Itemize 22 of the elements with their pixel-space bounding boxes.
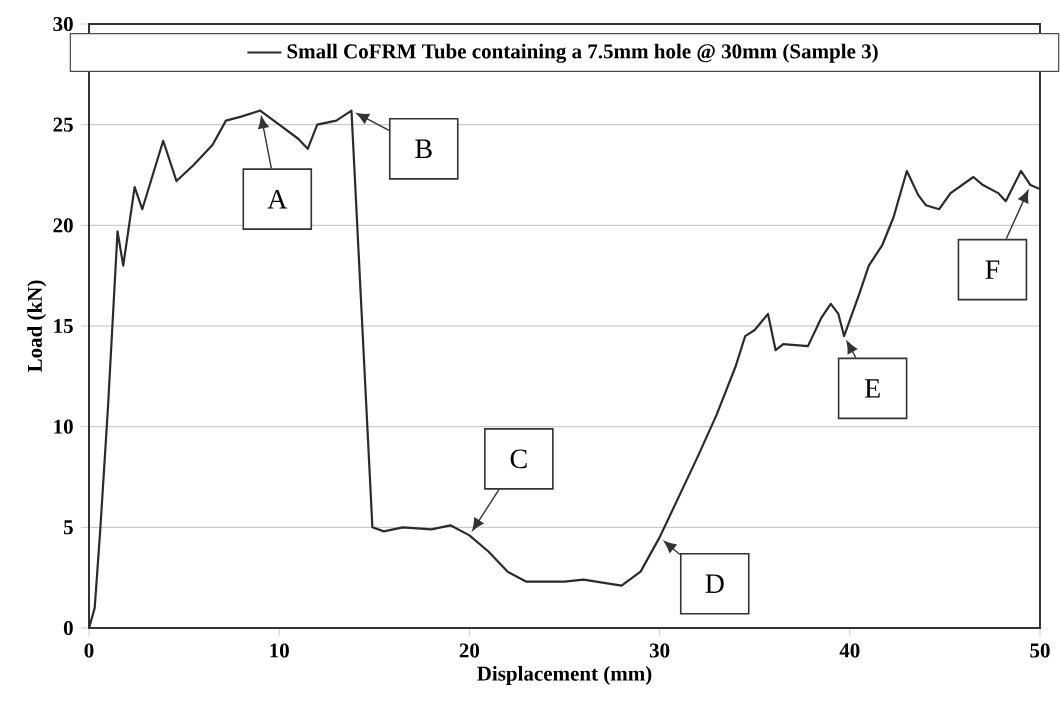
annotation: F xyxy=(985,260,1000,279)
y-tick-label: 10 xyxy=(54,419,73,434)
y-tick-label: 0 xyxy=(63,620,73,636)
annotation: B xyxy=(415,139,432,159)
x-tick-label: 40 xyxy=(839,643,860,658)
x-tick-label: 30 xyxy=(649,643,670,658)
x-tick-label: 10 xyxy=(270,643,289,658)
y-tick-label: 5 xyxy=(63,520,73,535)
annotation: A xyxy=(267,189,288,209)
annotation: D xyxy=(705,574,724,593)
y-tick-label: 25 xyxy=(53,117,73,132)
y-axis-title: Load (kN) xyxy=(27,280,47,373)
legend-label: Small CoFRM Tube containing a 7.5mm hole @ 30mm (Sample 3) xyxy=(287,43,878,63)
x-tick-label: 20 xyxy=(459,643,480,658)
annotation: C xyxy=(510,449,527,469)
y-tick-label: 15 xyxy=(54,318,73,334)
x-tick-label: 50 xyxy=(1030,643,1050,658)
y-tick-label: 30 xyxy=(53,16,73,32)
y-tick-label: 20 xyxy=(53,218,73,233)
annotation: E xyxy=(864,379,880,398)
x-tick-label: 0 xyxy=(84,643,94,658)
x-axis-title: Displacement (mm) xyxy=(477,665,652,685)
